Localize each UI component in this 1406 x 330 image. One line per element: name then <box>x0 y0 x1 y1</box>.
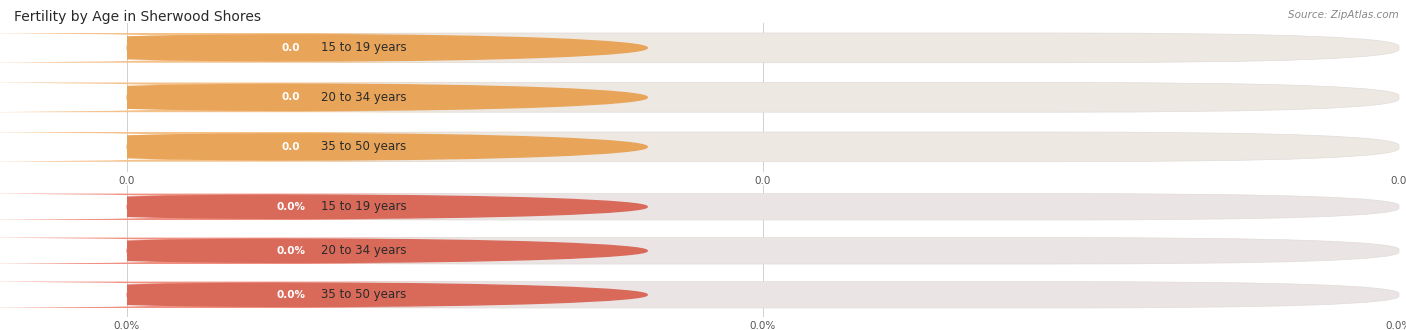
Circle shape <box>0 239 647 262</box>
Text: 0.0: 0.0 <box>281 142 299 152</box>
FancyBboxPatch shape <box>127 33 1399 63</box>
Text: 0.0%: 0.0% <box>276 202 305 212</box>
FancyBboxPatch shape <box>0 82 470 112</box>
FancyBboxPatch shape <box>117 286 465 303</box>
Text: Fertility by Age in Sherwood Shores: Fertility by Age in Sherwood Shores <box>14 10 262 24</box>
Text: 0.0%: 0.0% <box>276 290 305 300</box>
Text: 0.0: 0.0 <box>281 92 299 102</box>
FancyBboxPatch shape <box>117 242 465 259</box>
FancyBboxPatch shape <box>117 198 465 215</box>
Circle shape <box>0 35 647 61</box>
FancyBboxPatch shape <box>0 238 470 264</box>
Text: Source: ZipAtlas.com: Source: ZipAtlas.com <box>1288 10 1399 20</box>
Circle shape <box>0 134 647 160</box>
Text: 35 to 50 years: 35 to 50 years <box>322 288 406 301</box>
Circle shape <box>0 195 647 218</box>
FancyBboxPatch shape <box>117 137 465 156</box>
FancyBboxPatch shape <box>127 82 1399 112</box>
Text: 35 to 50 years: 35 to 50 years <box>322 140 406 153</box>
FancyBboxPatch shape <box>127 238 1399 264</box>
Text: 0.0: 0.0 <box>281 43 299 53</box>
Circle shape <box>0 283 647 307</box>
FancyBboxPatch shape <box>117 38 465 57</box>
Text: 15 to 19 years: 15 to 19 years <box>322 200 408 213</box>
FancyBboxPatch shape <box>127 281 1399 308</box>
FancyBboxPatch shape <box>117 88 465 107</box>
Text: 0.0%: 0.0% <box>276 246 305 256</box>
FancyBboxPatch shape <box>0 132 470 162</box>
Text: 20 to 34 years: 20 to 34 years <box>322 91 406 104</box>
FancyBboxPatch shape <box>0 281 470 308</box>
Circle shape <box>0 84 647 111</box>
Text: 20 to 34 years: 20 to 34 years <box>322 244 406 257</box>
FancyBboxPatch shape <box>0 194 470 220</box>
FancyBboxPatch shape <box>127 132 1399 162</box>
FancyBboxPatch shape <box>127 194 1399 220</box>
Text: 15 to 19 years: 15 to 19 years <box>322 41 408 54</box>
FancyBboxPatch shape <box>0 33 470 63</box>
